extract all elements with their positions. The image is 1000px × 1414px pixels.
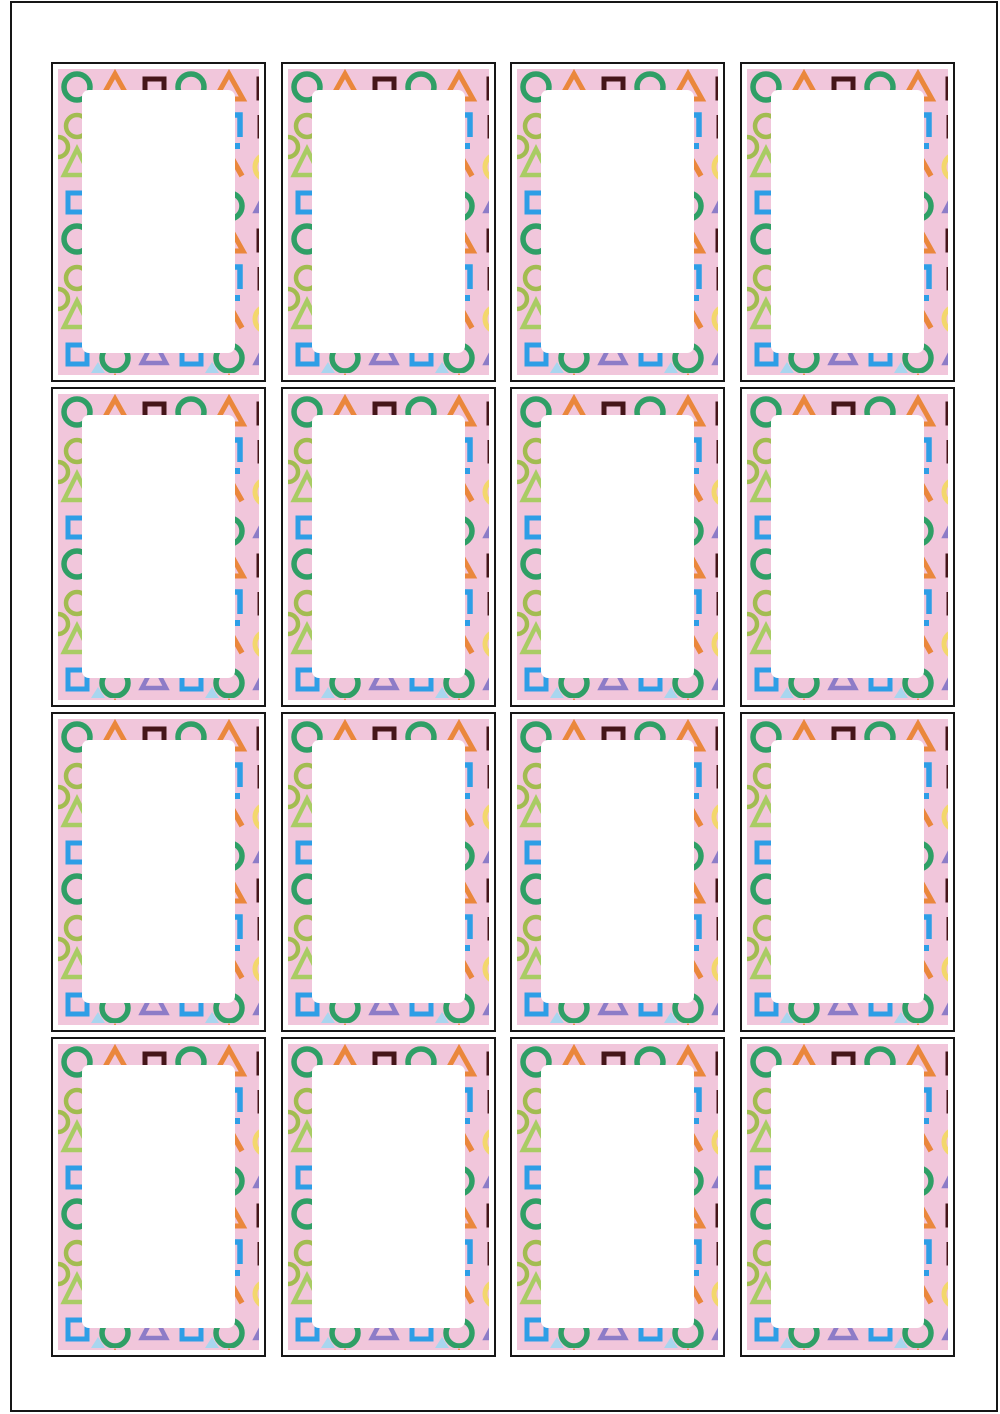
label-blank-area (770, 1065, 924, 1328)
label-blank-area (541, 415, 695, 678)
label-blank-area (311, 415, 465, 678)
card-decorative-border (746, 69, 948, 375)
card-decorative-border (746, 719, 948, 1025)
card-decorative-border (58, 69, 259, 375)
label-blank-area (541, 90, 695, 353)
label-card (51, 62, 266, 382)
label-card (280, 387, 496, 707)
label-card (510, 62, 726, 382)
label-blank-area (82, 90, 235, 353)
label-card (280, 62, 496, 382)
card-grid (51, 62, 955, 1357)
label-card (510, 1037, 726, 1357)
label-card (51, 1037, 266, 1357)
label-blank-area (770, 740, 924, 1003)
label-blank-area (311, 740, 465, 1003)
label-card (739, 387, 955, 707)
label-blank-area (770, 90, 924, 353)
card-decorative-border (287, 719, 489, 1025)
label-card (280, 712, 496, 1032)
card-decorative-border (517, 719, 719, 1025)
label-card (51, 712, 266, 1032)
label-blank-area (82, 740, 235, 1003)
label-card (510, 387, 726, 707)
label-card (280, 1037, 496, 1357)
card-decorative-border (746, 394, 948, 700)
label-blank-area (82, 1065, 235, 1328)
label-card (739, 1037, 955, 1357)
card-decorative-border (746, 1044, 948, 1350)
label-blank-area (770, 415, 924, 678)
label-card (51, 387, 266, 707)
label-blank-area (311, 1065, 465, 1328)
label-blank-area (541, 1065, 695, 1328)
card-decorative-border (517, 69, 719, 375)
card-decorative-border (58, 394, 259, 700)
label-blank-area (82, 415, 235, 678)
label-card (510, 712, 726, 1032)
card-decorative-border (287, 394, 489, 700)
card-decorative-border (517, 394, 719, 700)
card-decorative-border (58, 719, 259, 1025)
card-decorative-border (517, 1044, 719, 1350)
label-blank-area (311, 90, 465, 353)
card-decorative-border (287, 69, 489, 375)
label-blank-area (541, 740, 695, 1003)
label-card (739, 62, 955, 382)
label-card (739, 712, 955, 1032)
card-decorative-border (58, 1044, 259, 1350)
card-decorative-border (287, 1044, 489, 1350)
